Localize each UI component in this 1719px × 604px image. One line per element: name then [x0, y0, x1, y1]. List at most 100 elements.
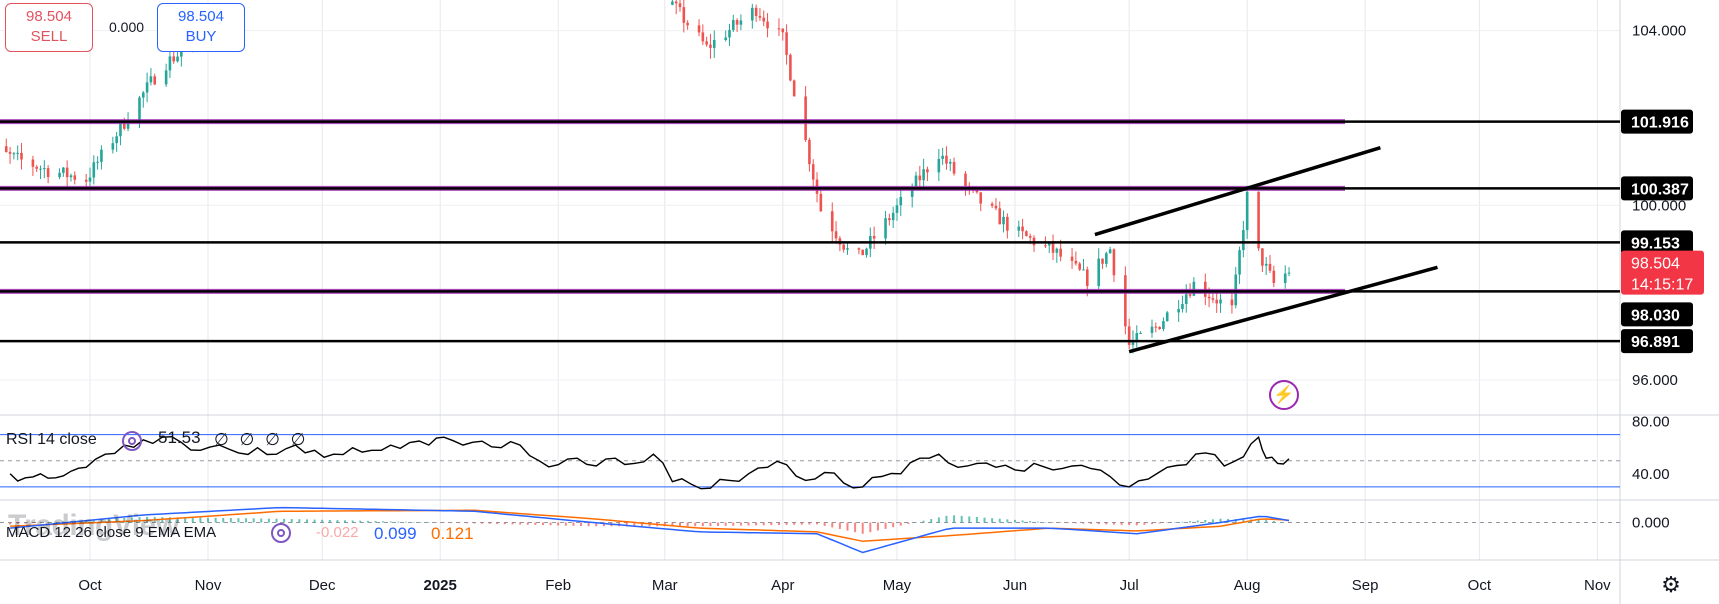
candle-body: [1105, 253, 1108, 264]
candle-body: [872, 235, 876, 239]
macd-line: [10, 506, 1290, 554]
candle-body: [682, 7, 686, 23]
macd-histogram-bar: [435, 522, 438, 523]
macd-histogram-bar: [92, 519, 95, 523]
macd-histogram-bar: [557, 522, 560, 526]
macd-histogram-bar: [953, 515, 956, 523]
candle-body: [846, 248, 849, 250]
macd-histogram-bar: [191, 517, 194, 523]
macd-histogram-bar: [800, 522, 803, 525]
macd-histogram-bar: [793, 522, 796, 525]
candle-body: [990, 203, 994, 206]
candle-body: [1207, 296, 1211, 299]
candle-body: [65, 167, 69, 178]
macd-histogram-bar: [686, 522, 689, 527]
macd-histogram-bar: [869, 522, 872, 533]
macd-histogram-bar: [1090, 522, 1093, 524]
macd-histogram-bar: [1143, 522, 1146, 525]
candle-body: [1242, 230, 1245, 251]
time-axis-label: Aug: [1234, 577, 1261, 594]
macd-histogram-bar: [1219, 518, 1222, 523]
macd-histogram-bar: [922, 520, 925, 523]
macd-histogram-bar: [671, 522, 674, 527]
macd-histogram-bar: [1211, 519, 1214, 523]
macd-histogram-bar: [267, 518, 270, 523]
candle-body: [1131, 340, 1135, 345]
time-axis-label: Nov: [1584, 577, 1611, 594]
candle-body: [792, 80, 796, 97]
candle-body: [96, 161, 99, 163]
candle-body: [857, 248, 861, 250]
macd-histogram-bar: [450, 522, 453, 523]
candle-body: [701, 32, 705, 42]
gear-icon[interactable]: ⚙: [1661, 572, 1681, 597]
macd-signal-line: [10, 509, 1290, 543]
macd-settings-icon[interactable]: [271, 523, 291, 543]
rsi-settings-icon[interactable]: [122, 431, 142, 451]
macd-histogram-bar: [511, 522, 514, 525]
candle-body: [1078, 263, 1081, 270]
candle-body: [830, 211, 834, 232]
macd-histogram-bar: [1166, 522, 1169, 523]
candle-body: [910, 188, 914, 197]
candle-body: [697, 25, 701, 33]
candle-body: [84, 179, 88, 182]
candle-body: [1139, 332, 1142, 334]
candle-body: [728, 29, 731, 38]
candle-body: [1215, 299, 1219, 304]
channel-upper-line: [1094, 145, 1381, 237]
price-axis-label: 100.000: [1632, 197, 1686, 214]
macd-histogram-bar: [1006, 519, 1009, 523]
macd-histogram-bar: [534, 522, 537, 525]
macd-histogram-bar: [54, 521, 57, 523]
macd-histogram-bar: [24, 522, 27, 524]
buy-label: BUY: [185, 28, 217, 45]
buy-button[interactable]: 98.504 BUY: [157, 3, 245, 52]
macd-histogram-bar: [39, 522, 42, 523]
rsi-extra-values: ∅ ∅ ∅ ∅: [214, 430, 309, 449]
macd-histogram-bar: [1052, 522, 1055, 523]
macd-histogram-bar: [359, 520, 362, 523]
candle-body: [1264, 263, 1268, 266]
macd-histogram-bar: [252, 518, 255, 523]
candle-body: [945, 155, 948, 164]
candle-body: [918, 175, 922, 181]
candle-body: [58, 172, 61, 178]
macd-hist-value: -0.022: [316, 524, 359, 541]
macd-histogram-bar: [207, 517, 209, 523]
macd-histogram-bar: [351, 520, 354, 523]
macd-histogram-bar: [283, 518, 286, 523]
candle-body: [1082, 269, 1085, 271]
candle-body: [895, 205, 899, 213]
time-axis-label: Feb: [545, 577, 571, 594]
candle-body: [31, 159, 35, 167]
rsi-axis-label: 40.00: [1632, 466, 1670, 483]
macd-histogram-bar: [397, 521, 400, 523]
candle-body: [141, 92, 145, 98]
macd-histogram-bar: [298, 519, 301, 523]
macd-histogram-bar: [770, 522, 773, 526]
macd-histogram-bar: [816, 522, 819, 525]
level-price-label: 99.153: [1631, 235, 1680, 252]
candle-body: [1002, 216, 1005, 225]
macd-histogram-bar: [854, 522, 857, 533]
macd-histogram-bar: [1204, 519, 1207, 523]
countdown-label: 14:15:17: [1631, 277, 1693, 294]
lightning-icon[interactable]: ⚡: [1269, 380, 1299, 410]
candle-body: [1085, 269, 1089, 287]
sell-button[interactable]: 98.504 SELL: [5, 3, 93, 52]
macd-histogram-bar: [975, 517, 978, 523]
macd-axis-label: 0.000: [1632, 515, 1670, 532]
macd-histogram-bar: [808, 522, 811, 525]
spread-value: 0.000: [109, 19, 145, 35]
macd-histogram-bar: [831, 522, 834, 528]
candle-body: [1101, 258, 1104, 264]
time-axis-label: Jul: [1120, 577, 1139, 594]
candle-body: [1245, 191, 1249, 231]
candle-body: [964, 173, 967, 186]
level-price-badge: [1621, 230, 1693, 255]
candle-body: [73, 175, 77, 180]
macd-histogram-bar: [245, 518, 248, 523]
candle-body: [115, 136, 118, 144]
